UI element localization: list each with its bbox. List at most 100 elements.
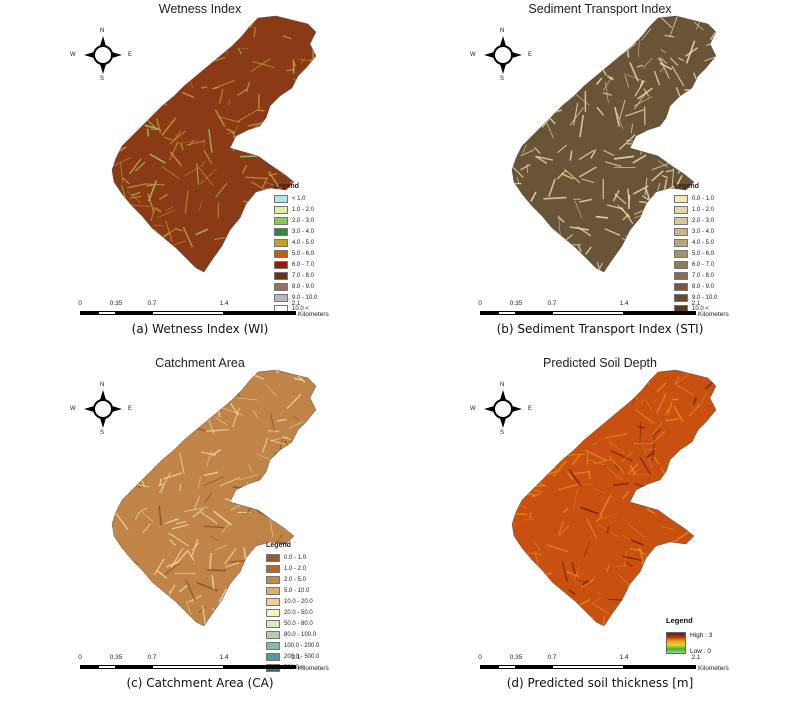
scale-units: Kilometers <box>298 665 329 672</box>
scale-units: Kilometers <box>698 665 729 672</box>
map-title: Sediment Transport Index <box>528 2 672 16</box>
compass-label-e: E <box>128 52 133 58</box>
legend-label: 80.0 - 100.0 <box>284 631 317 638</box>
legend-title: Legend <box>274 183 299 190</box>
legend-swatch <box>674 205 688 214</box>
legend-swatch <box>266 630 280 639</box>
legend-swatch <box>274 271 288 280</box>
scale-tick-label: 1.4 <box>219 300 229 307</box>
legend-item: 1.0 - 2.0 <box>266 563 319 574</box>
legend-item: 10.0 - 20.0 <box>266 596 319 607</box>
legend-item: 4.0 - 5.0 <box>274 237 317 248</box>
legend-label: 50.0 - 80.0 <box>284 620 313 627</box>
legend-swatch <box>266 652 280 661</box>
scale-tick-label: 2.1 <box>691 300 701 307</box>
scale-bar-segment <box>498 665 516 669</box>
compass-rose-icon: N S W E <box>470 28 532 82</box>
legend-item: 8.0 - 9.0 <box>274 281 317 292</box>
legend-label: 9.0 - 10.0 <box>292 294 318 301</box>
figure-caption: (d) Predicted soil thickness [m] <box>506 676 694 690</box>
legend-swatch <box>674 271 688 280</box>
terrain-map <box>511 15 717 273</box>
map-legend: Legend 0.0 - 1.0 1.0 - 2.0 2.0 - 3.0 3.0 - 4… <box>674 183 717 314</box>
legend-label: 10.0 < <box>292 305 309 312</box>
legend-swatch <box>266 597 280 606</box>
legend-label: 1.0 - 2.0 <box>692 206 715 213</box>
legend-item: 50.0 - 80.0 <box>266 618 319 629</box>
scale-tick-label: 2.1 <box>691 654 701 661</box>
scale-tick-label: 1.4 <box>619 654 629 661</box>
legend-label: 10.0 < <box>692 305 709 312</box>
legend-label: 4.0 - 5.0 <box>292 239 315 246</box>
legend-label: 5.0 - 6.0 <box>292 250 315 257</box>
legend-swatch <box>674 194 688 203</box>
scale-tick-label: 0.7 <box>147 654 157 661</box>
scale-bar-segment <box>152 311 224 315</box>
legend-item: 5.0 - 10.0 <box>266 585 319 596</box>
legend-swatch <box>266 564 280 573</box>
figure-caption: (b) Sediment Transport Index (STI) <box>496 322 704 336</box>
legend-swatch <box>674 293 688 302</box>
scale-bar: 0 0.35 0.7 1.4 2.1 Kilometers <box>78 654 329 676</box>
compass-label-s: S <box>500 76 505 82</box>
map-legend: Legend High : 3 Low : 0 <box>666 616 712 655</box>
scale-tick-label: 0.35 <box>509 300 523 307</box>
compass-label-w: W <box>470 406 476 412</box>
compass-label-n: N <box>100 382 105 388</box>
legend-swatch <box>274 216 288 225</box>
legend-item: 6.0 - 7.0 <box>274 259 317 270</box>
scale-bar-segment <box>480 311 498 315</box>
legend-label: 10.0 - 20.0 <box>284 598 313 605</box>
scale-tick-label: 0.7 <box>147 300 157 307</box>
compass-label-e: E <box>528 406 533 412</box>
scale-bar-segment <box>498 311 516 315</box>
legend-item: 200.0 - 500.0 <box>266 651 319 662</box>
map-title: Predicted Soil Depth <box>543 356 657 370</box>
map-legend: Legend 0.0 - 1.0 1.0 - 2.0 2.0 - 5.0 5.0 - 1… <box>266 542 319 673</box>
legend-item: 6.0 - 7.0 <box>674 259 717 270</box>
legend-item: 1.0 - 2.0 <box>674 204 717 215</box>
legend-swatch <box>266 575 280 584</box>
legend-swatch <box>274 227 288 236</box>
legend-item: 0.0 - 1.0 <box>674 193 717 204</box>
legend-label: 7.0 - 8.0 <box>692 272 715 279</box>
scale-tick-label: 0 <box>78 300 82 307</box>
legend-item: 3.0 - 4.0 <box>674 226 717 237</box>
scale-tick-label: 0.7 <box>547 654 557 661</box>
legend-swatch <box>674 249 688 258</box>
color-ramp <box>666 632 686 654</box>
legend-item: 3.0 - 4.0 <box>274 226 317 237</box>
scale-tick-label: 0.35 <box>109 300 123 307</box>
scale-tick-label: 2.1 <box>291 654 301 661</box>
legend-label: 5.0 - 6.0 <box>692 250 715 257</box>
legend-item: 2.0 - 5.0 <box>266 574 319 585</box>
legend-label: < 1.0 <box>292 195 306 202</box>
legend-item: 1.0 - 2.0 <box>274 204 317 215</box>
legend-label: 6.0 - 7.0 <box>692 261 715 268</box>
legend-item: 8.0 - 9.0 <box>674 281 717 292</box>
legend-high-label: High : 3 <box>690 632 713 639</box>
legend-label: 3.0 - 4.0 <box>292 228 315 235</box>
map-title: Catchment Area <box>155 356 245 370</box>
legend-label: 2.0 - 5.0 <box>284 576 307 583</box>
legend-swatch <box>266 586 280 595</box>
scale-tick-label: 1.4 <box>619 300 629 307</box>
scale-bar-segment <box>116 665 152 669</box>
scale-bar-segment <box>116 311 152 315</box>
legend-label: 0.0 - 1.0 <box>692 195 715 202</box>
scale-bar-segment <box>480 665 498 669</box>
compass-label-n: N <box>500 382 505 388</box>
scale-bar-segment <box>152 665 224 669</box>
figure-caption: (a) Wetness Index (WI) <box>131 322 269 336</box>
legend-item: 2.0 - 3.0 <box>274 215 317 226</box>
scale-bar-segment <box>98 311 116 315</box>
scale-bar-segment <box>624 665 696 669</box>
legend-swatch <box>274 282 288 291</box>
scale-bar-segment <box>80 311 98 315</box>
figure-caption: (c) Catchment Area (CA) <box>126 676 274 690</box>
legend-swatch <box>266 608 280 617</box>
panel-wetness-index: Wetness Index N S W E Legend < 1.0 1.0 - 2.0 2.… <box>0 0 400 354</box>
legend-title: Legend <box>674 183 699 190</box>
legend-item: 0.0 - 1.0 <box>266 552 319 563</box>
